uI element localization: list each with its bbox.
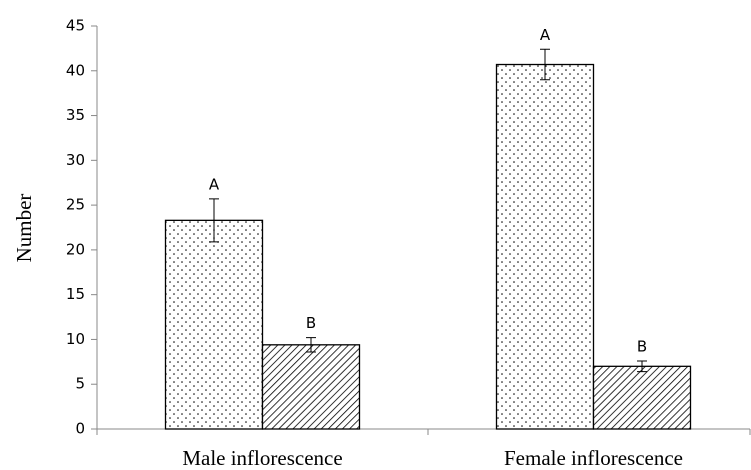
y-tick-label: 10: [66, 330, 85, 348]
significance-letter: B: [306, 314, 316, 332]
y-tick-label: 35: [66, 106, 85, 124]
x-tick-label: Female inflorescence: [504, 446, 683, 470]
y-tick-label: 30: [66, 151, 85, 169]
significance-letter: A: [209, 175, 220, 193]
y-tick-label: 25: [66, 196, 85, 214]
x-tick-label: Male inflorescence: [182, 446, 342, 470]
error-bar: [540, 48, 550, 81]
y-tick-label: 20: [66, 240, 85, 258]
error-bar: [209, 198, 219, 243]
y-axis-label: Number: [12, 194, 36, 263]
y-tick-label: 0: [75, 420, 85, 438]
significance-letter: A: [540, 26, 551, 44]
error-bar: [637, 360, 647, 373]
bar: [592, 365, 692, 430]
bar: [495, 63, 595, 430]
y-tick-label: 15: [66, 285, 85, 303]
error-bar: [306, 337, 316, 353]
significance-letter: B: [637, 337, 647, 355]
y-tick-label: 5: [75, 375, 85, 393]
y-tick-label: 40: [66, 61, 85, 79]
bar: [261, 344, 361, 430]
y-tick-label: 45: [66, 17, 85, 35]
bar: [164, 219, 264, 430]
